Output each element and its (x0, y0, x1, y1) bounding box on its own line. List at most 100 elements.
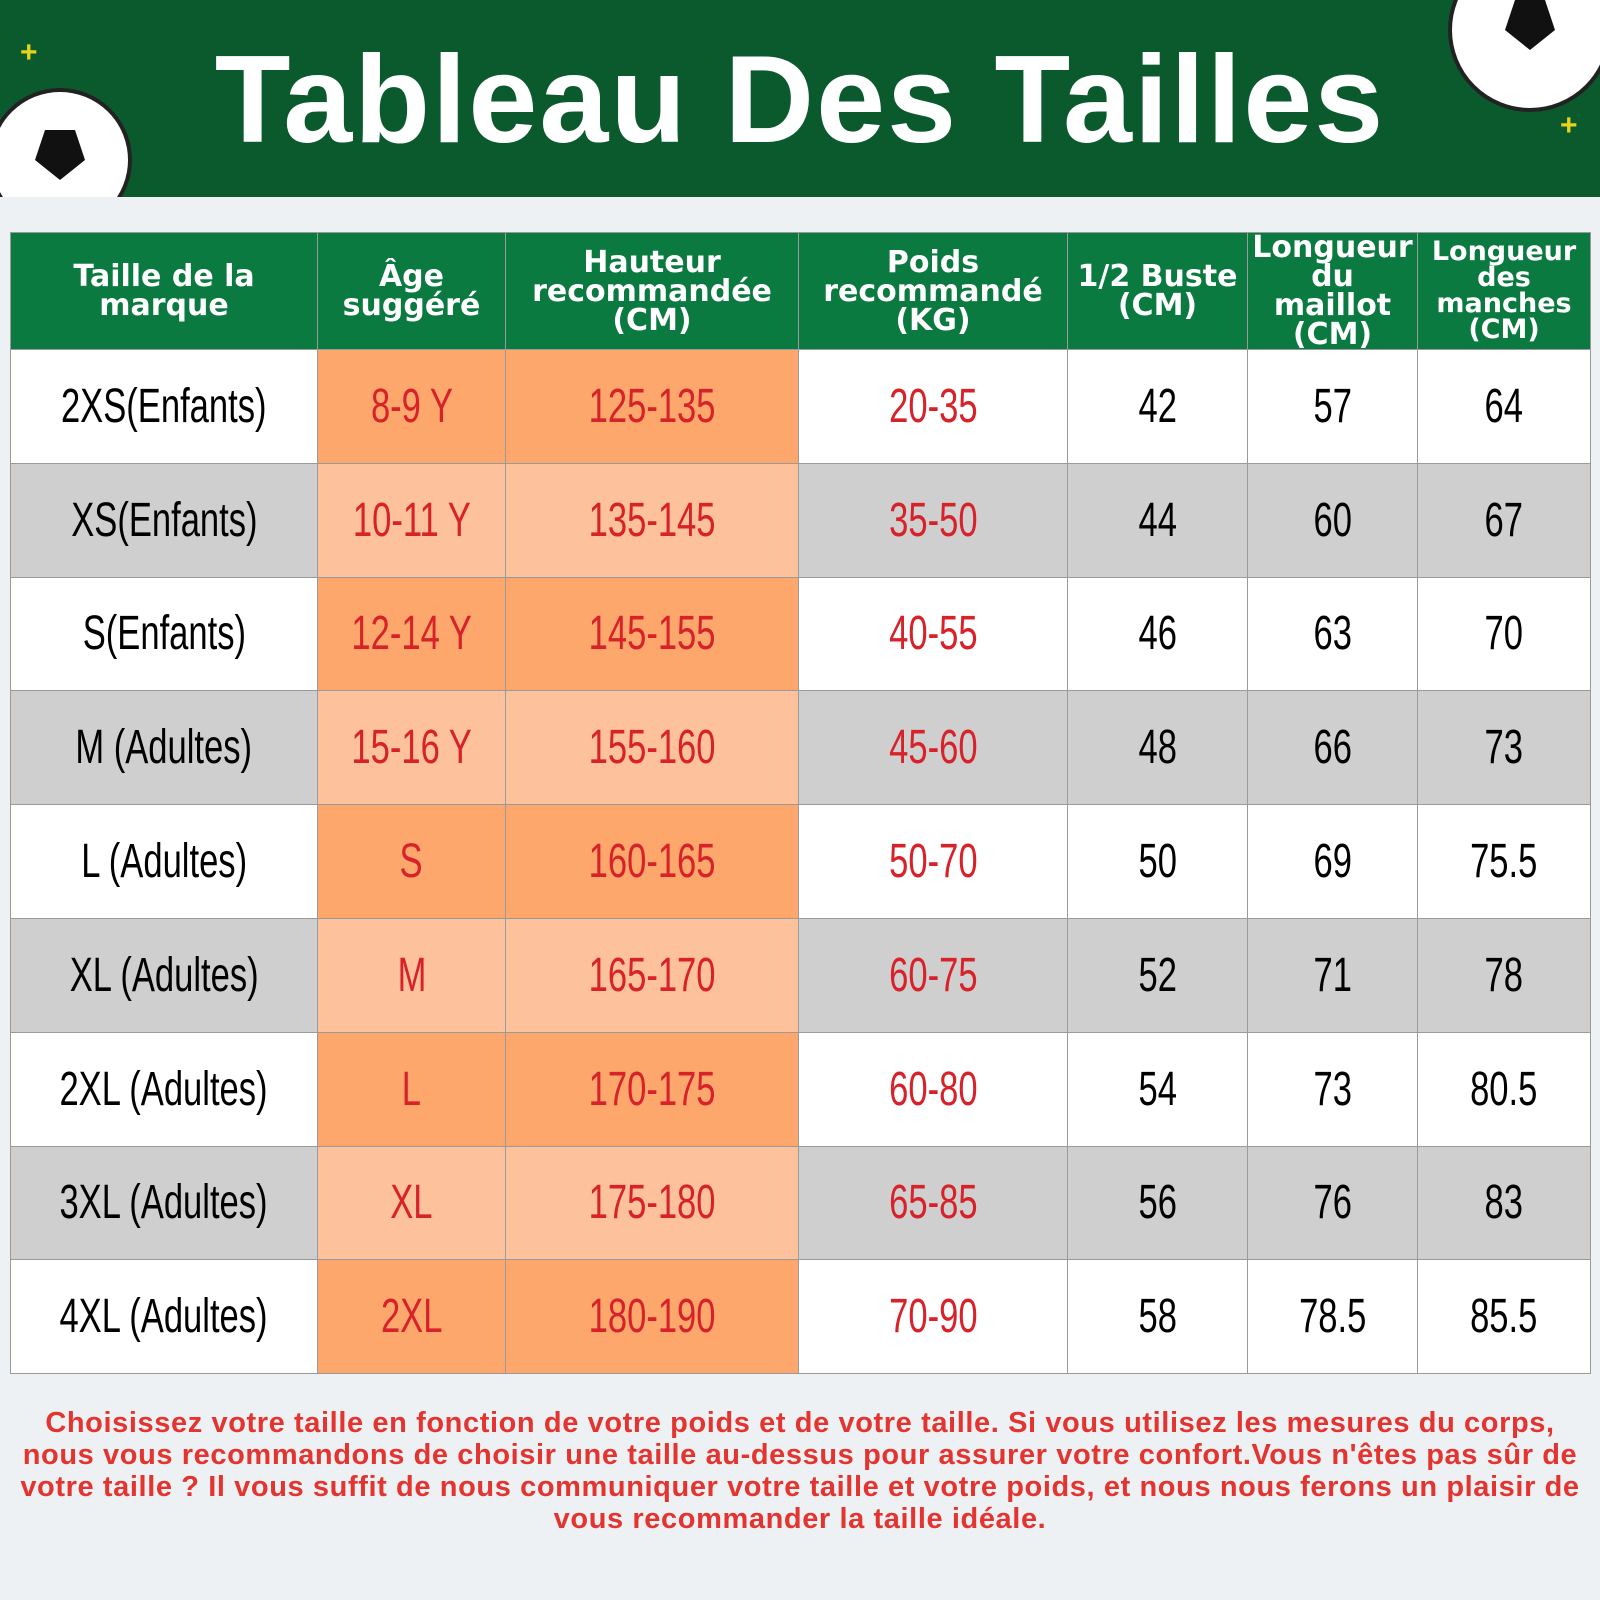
cell-text: 160-165 (588, 835, 716, 889)
decoration: + + (0, 0, 1600, 197)
cell-text: 12-14 Y (351, 607, 472, 661)
cell-text: 170-175 (588, 1062, 716, 1116)
table-cell: XL (317, 1145, 506, 1261)
cell-text: XL (390, 1176, 433, 1230)
cell-text: 71 (1313, 948, 1352, 1002)
cell-text: 20-35 (888, 379, 978, 433)
table-cell: 60 (1247, 462, 1418, 578)
cell-text: 44 (1138, 493, 1177, 547)
cell-text: 35-50 (888, 493, 978, 547)
table-cell: 65-85 (798, 1145, 1068, 1261)
cell-text: M (Adultes) (75, 721, 253, 775)
table-cell: L (Adultes) (10, 804, 318, 919)
table-cell: 12-14 Y (317, 576, 506, 692)
table-cell: S(Enfants) (10, 576, 318, 692)
cell-text: 45-60 (888, 721, 978, 775)
size-table: Taille de la marque Âge suggéré Hauteur re… (10, 232, 1591, 1375)
cell-text: S (399, 835, 424, 889)
table-cell: M (317, 917, 506, 1033)
cell-text: 60-75 (888, 948, 978, 1002)
cell-text: 180-190 (588, 1290, 716, 1344)
cell-text: 60 (1313, 493, 1352, 547)
table-cell: 57 (1247, 349, 1418, 464)
cell-text: 60-80 (888, 1062, 978, 1116)
table-cell: XL (Adultes) (10, 917, 318, 1033)
cell-text: 2XL (Adultes) (59, 1062, 269, 1116)
cell-text: 10-11 Y (352, 493, 471, 547)
table-cell: 175-180 (505, 1145, 799, 1261)
table-row: S(Enfants) 12-14 Y 145-155 40-55 46 63 70 (10, 576, 1591, 692)
cell-text: 2XS(Enfants) (61, 379, 267, 433)
table-cell: 78.5 (1247, 1259, 1418, 1375)
table-cell: 46 (1067, 576, 1248, 692)
cell-text: 42 (1138, 379, 1177, 433)
table-cell: 70-90 (798, 1259, 1068, 1375)
column-header: Poids recommandé (KG) (798, 232, 1068, 350)
table-cell: 15-16 Y (317, 690, 506, 806)
svg-text:+: + (20, 36, 38, 69)
table-cell: S (317, 804, 506, 919)
cell-text: 69 (1313, 835, 1352, 889)
table-cell: 73 (1417, 690, 1591, 806)
column-header: Âge suggéré (317, 232, 506, 350)
table-cell: 71 (1247, 917, 1418, 1033)
cell-text: 73 (1484, 721, 1524, 775)
cell-text: 145-155 (588, 607, 716, 661)
table-cell: 52 (1067, 917, 1248, 1033)
cell-text: 50 (1138, 835, 1177, 889)
table-cell: 44 (1067, 462, 1248, 578)
cell-text: 4XL (Adultes) (59, 1290, 269, 1344)
column-header: Longueur des manches (CM) (1417, 232, 1591, 350)
table-cell: 63 (1247, 576, 1418, 692)
cell-text: 125-135 (588, 379, 716, 433)
table-cell: 50 (1067, 804, 1248, 919)
column-header: Taille de la marque (10, 232, 318, 350)
table-cell: 180-190 (505, 1259, 799, 1375)
table-row: L (Adultes) S 160-165 50-70 50 69 75.5 (10, 804, 1591, 919)
cell-text: 75.5 (1470, 835, 1538, 889)
table-cell: 8-9 Y (317, 349, 506, 464)
table-row: 3XL (Adultes) XL 175-180 65-85 56 76 83 (10, 1145, 1591, 1261)
table-cell: 60-80 (798, 1031, 1068, 1147)
cell-text: 78 (1484, 948, 1524, 1002)
table-cell: 85.5 (1417, 1259, 1591, 1375)
table-cell: L (317, 1031, 506, 1147)
cell-text: 78.5 (1298, 1290, 1367, 1344)
cell-text: 3XL (Adultes) (59, 1176, 269, 1230)
title: Tableau Des Tailles (214, 31, 1386, 169)
table-cell: 42 (1067, 349, 1248, 464)
table-cell: 58 (1067, 1259, 1248, 1375)
table-cell: 66 (1247, 690, 1418, 806)
table-cell: 3XL (Adultes) (10, 1145, 318, 1261)
table-row: 2XL (Adultes) L 170-175 60-80 54 73 80.5 (10, 1031, 1591, 1147)
table-cell: 76 (1247, 1145, 1418, 1261)
table-row: M (Adultes) 15-16 Y 155-160 45-60 48 66 73 (10, 690, 1591, 806)
column-header: 1/2 Buste (CM) (1067, 232, 1248, 350)
table-row: XS(Enfants) 10-11 Y 135-145 35-50 44 60 67 (10, 462, 1591, 578)
cell-text: 83 (1484, 1176, 1524, 1230)
cell-text: 76 (1313, 1176, 1352, 1230)
banner: + + Tableau Des Tailles (0, 0, 1600, 197)
cell-text: 85.5 (1470, 1290, 1538, 1344)
table-cell: 80.5 (1417, 1031, 1591, 1147)
table-cell: 83 (1417, 1145, 1591, 1261)
cell-text: 65-85 (888, 1176, 978, 1230)
table-cell: 125-135 (505, 349, 799, 464)
table-cell: 54 (1067, 1031, 1248, 1147)
cell-text: 15-16 Y (351, 721, 472, 775)
cell-text: 48 (1138, 721, 1177, 775)
table-cell: 20-35 (798, 349, 1068, 464)
cell-text: 40-55 (888, 607, 978, 661)
table-cell: 2XL (317, 1259, 506, 1375)
table-cell: 40-55 (798, 576, 1068, 692)
cell-text: 8-9 Y (370, 379, 453, 433)
table-cell: 135-145 (505, 462, 799, 578)
table-cell: 64 (1417, 349, 1591, 464)
table-cell: 145-155 (505, 576, 799, 692)
cell-text: 2XL (380, 1290, 443, 1344)
table-cell: 10-11 Y (317, 462, 506, 578)
table-row: 2XS(Enfants) 8-9 Y 125-135 20-35 42 57 64 (10, 349, 1591, 464)
table-cell: 78 (1417, 917, 1591, 1033)
table-cell: 56 (1067, 1145, 1248, 1261)
cell-text: 135-145 (588, 493, 716, 547)
